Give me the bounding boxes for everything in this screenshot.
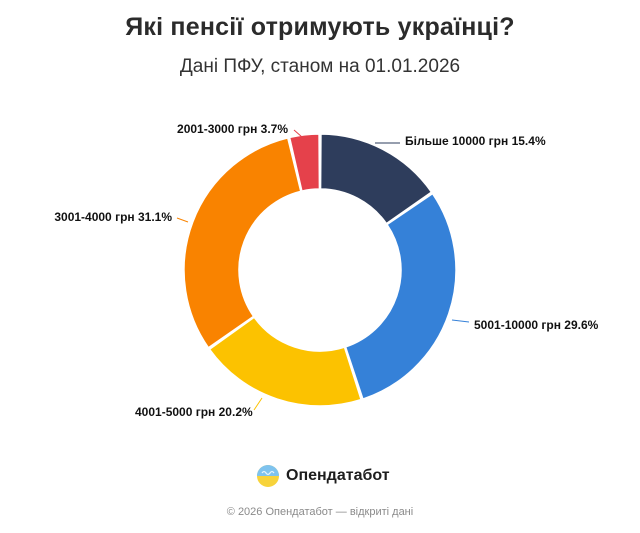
brand: Опендатабот [256,462,390,490]
donut-slice-5 [288,133,321,192]
leader-line-2 [451,319,470,323]
brand-name: Опендатабот [286,467,390,484]
slice-label-2: 5001-10000 грн 29.6% [474,318,599,332]
chart-title: Які пенсії отримують українці? [125,13,515,41]
chart-subtitle: Дані ПФУ, станом на 01.01.2026 [179,56,461,77]
donut-slices [183,133,457,407]
donut-slice-4 [183,136,302,349]
label-leader-lines [176,129,470,411]
donut-slice-2 [344,192,457,400]
slice-label-1: Більше 10000 грн 15.4% [405,134,546,148]
leader-line-5 [293,129,303,138]
slice-label-4: 3001-4000 грн 31.1% [54,210,172,224]
footer-copyright: © 2026 Опендатабот — відкриті дані [226,506,414,518]
slice-label-5: 2001-3000 грн 3.7% [177,122,288,136]
opendatabot-logo-icon [257,465,279,487]
slice-label-3: 4001-5000 грн 20.2% [135,405,253,419]
leader-line-4 [176,217,189,223]
slice-labels: Більше 10000 грн 15.4% 5001-10000 грн 29.… [54,122,598,419]
donut-slice-1 [319,133,433,225]
leader-line-3 [253,397,263,411]
donut-slice-3 [208,316,363,407]
